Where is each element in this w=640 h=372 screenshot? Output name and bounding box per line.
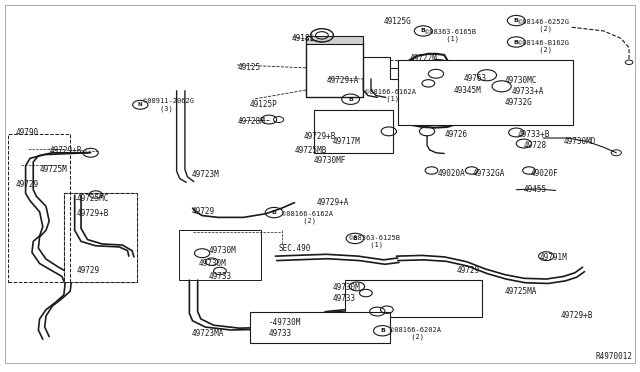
Text: 49733: 49733 [209,272,232,281]
Bar [346,280,483,317]
Text: 49729+B: 49729+B [49,147,81,155]
Text: 49729: 49729 [77,266,100,275]
Text: 49181: 49181 [291,34,314,43]
Text: 49733+A: 49733+A [511,87,543,96]
Text: 49020A: 49020A [438,169,466,177]
Bar [64,193,137,282]
Text: 49726: 49726 [444,130,467,139]
Text: 49733+B: 49733+B [518,130,550,139]
Text: ©08363-6125B
     (1): ©08363-6125B (1) [349,235,399,248]
Text: 49763: 49763 [463,74,486,83]
Text: 49730M: 49730M [199,259,227,268]
Text: R4970012: R4970012 [595,352,632,361]
Text: 49730MC: 49730MC [505,76,537,85]
Text: ©08146-B162G
     (2): ©08146-B162G (2) [518,40,568,53]
Text: 49729+B: 49729+B [304,132,337,141]
Text: 49729: 49729 [15,180,38,189]
Text: -49730M
49733: -49730M 49733 [269,318,301,338]
Text: B: B [514,18,518,23]
Text: 49732G: 49732G [505,99,532,108]
Text: 49723MA: 49723MA [191,329,223,338]
Text: 49730MF: 49730MF [314,155,346,165]
Text: SEC.490: SEC.490 [278,244,311,253]
Bar [492,93,518,101]
Text: B: B [380,328,385,333]
Text: B: B [348,97,353,102]
Text: 49125G: 49125G [384,17,412,26]
Bar [179,230,261,280]
Text: 49717M: 49717M [333,137,360,146]
Text: 49345M: 49345M [454,86,481,94]
Text: ©08166-6162A
     (2): ©08166-6162A (2) [282,211,333,224]
Text: 49730M: 49730M [209,246,236,255]
Text: 49728M: 49728M [237,117,265,126]
Text: 49723M: 49723M [191,170,219,179]
Text: 49730M
49733: 49730M 49733 [333,283,360,303]
Text: 49729+A: 49729+A [326,76,359,85]
Text: 49729+B: 49729+B [561,311,593,320]
Text: 49791M: 49791M [540,253,568,263]
Bar [306,42,364,97]
Bar [306,36,364,44]
Text: 49730MD: 49730MD [564,137,596,146]
Text: 49725MA: 49725MA [505,287,537,296]
Text: 49729+A: 49729+A [317,198,349,207]
Text: N: N [138,102,143,107]
Text: ©08911-2062G
    (3): ©08911-2062G (3) [143,98,194,112]
Text: B: B [353,236,358,241]
Text: B: B [514,39,518,45]
Text: 49729: 49729 [191,207,214,217]
Text: 49725MC: 49725MC [77,195,109,203]
Text: ©08146-6252G
     (2): ©08146-6252G (2) [518,19,568,32]
Text: 49729: 49729 [457,266,480,275]
Text: 49790: 49790 [15,128,38,137]
Text: 49722M: 49722M [409,54,437,63]
Text: 49725M: 49725M [40,165,67,174]
Text: 49729+B: 49729+B [77,209,109,218]
Text: B: B [420,28,426,33]
Text: 49728: 49728 [524,141,547,150]
Text: 49732GA: 49732GA [473,169,506,177]
Text: ©08363-6165B
     (1): ©08363-6165B (1) [425,29,476,42]
Text: 49725MB: 49725MB [294,147,327,155]
Text: ©08166-6202A
     (2): ©08166-6202A (2) [390,327,441,340]
Text: 49125P: 49125P [250,100,278,109]
Text: B: B [272,210,276,215]
Text: 49125: 49125 [237,63,260,72]
Bar [397,61,573,125]
Bar [64,193,137,282]
Bar [314,110,394,153]
Text: 49020F: 49020F [531,169,558,177]
Text: ©08166-6162A
     (1): ©08166-6162A (1) [365,89,415,102]
Bar [250,311,390,343]
Text: 49455: 49455 [524,185,547,194]
Bar [8,134,70,282]
